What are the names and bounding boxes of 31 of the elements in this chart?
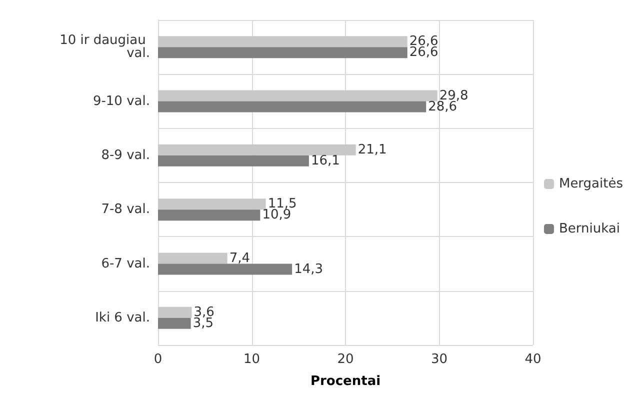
y-tick-label: 10 ir daugiau val. xyxy=(60,33,150,62)
data-label: 16,1 xyxy=(310,153,340,168)
bar xyxy=(158,155,309,166)
bar xyxy=(158,36,408,48)
x-tick-label: 20 xyxy=(337,352,354,367)
bar xyxy=(158,210,260,221)
data-label: 7,4 xyxy=(229,250,250,266)
bar xyxy=(158,318,191,329)
bar xyxy=(158,252,228,264)
legend-label: Mergaitės xyxy=(558,176,624,192)
bar xyxy=(158,47,408,58)
y-tick-label: 7-8 val. xyxy=(101,202,150,218)
x-tick-label: 30 xyxy=(430,352,448,367)
y-tick-label: 8-9 val. xyxy=(101,148,150,163)
legend-label: Berniukai xyxy=(558,222,620,236)
bar xyxy=(158,90,438,102)
x-tick-label: 10 xyxy=(243,352,260,367)
data-label: 21,1 xyxy=(358,142,387,158)
bar xyxy=(158,306,192,318)
x-axis-title: Procentai xyxy=(310,374,381,389)
x-tick-label: 0 xyxy=(154,352,162,367)
y-tick-label: 6-7 val. xyxy=(101,256,150,272)
data-label: 3,5 xyxy=(192,316,214,331)
bar xyxy=(158,264,292,275)
bar xyxy=(158,101,426,112)
y-tick-label: 9-10 val. xyxy=(92,94,150,109)
bar xyxy=(158,198,266,210)
bar xyxy=(158,144,356,156)
y-tick-label: Iki 6 val. xyxy=(95,310,150,326)
data-label: 14,3 xyxy=(294,262,324,277)
x-tick-label: 40 xyxy=(524,352,542,367)
